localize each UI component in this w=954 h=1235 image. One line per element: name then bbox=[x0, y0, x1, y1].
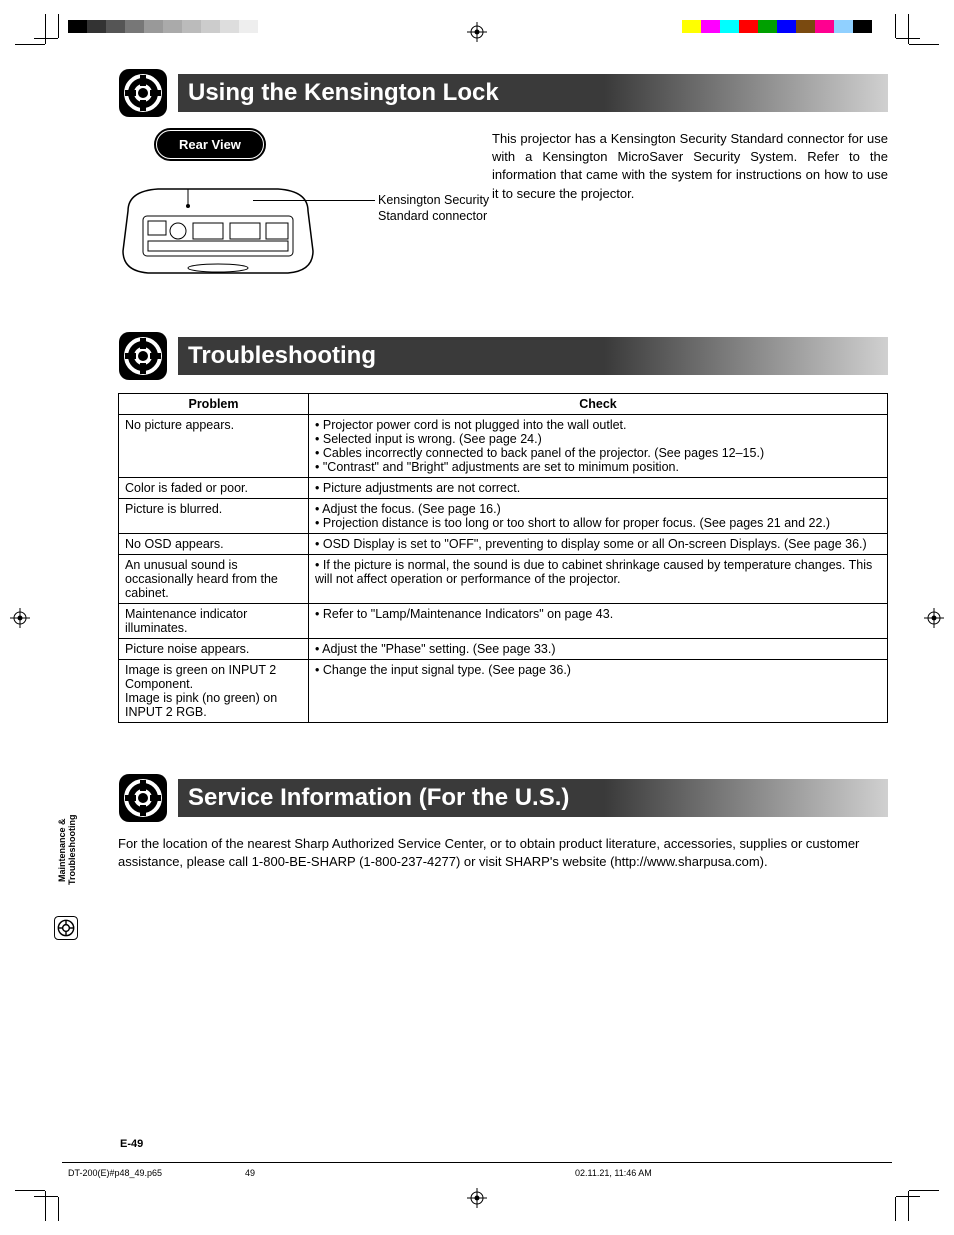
lifesaver-icon bbox=[118, 773, 168, 823]
table-row: Picture noise appears.Adjust the "Phase"… bbox=[119, 639, 888, 660]
problem-cell: No OSD appears. bbox=[119, 534, 309, 555]
registration-mark-icon bbox=[10, 608, 30, 633]
table-row: Picture is blurred.Adjust the focus. (Se… bbox=[119, 499, 888, 534]
footer-rule bbox=[62, 1162, 892, 1163]
service-description: For the location of the nearest Sharp Au… bbox=[118, 835, 888, 871]
lifesaver-icon bbox=[54, 916, 78, 940]
kensington-description: This projector has a Kensington Security… bbox=[492, 130, 888, 281]
registration-mark-icon bbox=[467, 1188, 487, 1213]
footer-sheet: 49 bbox=[245, 1168, 255, 1178]
color-bars-grayscale bbox=[68, 20, 258, 33]
footer-timestamp: 02.11.21, 11:46 AM bbox=[575, 1168, 652, 1178]
check-cell: Refer to "Lamp/Maintenance Indicators" o… bbox=[309, 604, 888, 639]
col-header-check: Check bbox=[309, 394, 888, 415]
page-content: Using the Kensington Lock Rear View Kens… bbox=[68, 68, 888, 871]
color-bars-cmyk bbox=[682, 20, 872, 33]
check-cell: If the picture is normal, the sound is d… bbox=[309, 555, 888, 604]
registration-mark-icon bbox=[467, 22, 487, 42]
col-header-problem: Problem bbox=[119, 394, 309, 415]
problem-cell: Image is green on INPUT 2 Component. Ima… bbox=[119, 660, 309, 723]
problem-cell: An unusual sound is occasionally heard f… bbox=[119, 555, 309, 604]
check-cell: OSD Display is set to "OFF", preventing … bbox=[309, 534, 888, 555]
table-row: Maintenance indicator illuminates.Refer … bbox=[119, 604, 888, 639]
projector-rear-diagram bbox=[118, 181, 318, 281]
troubleshooting-table: Problem Check No picture appears.Project… bbox=[118, 393, 888, 723]
table-row: No picture appears.Projector power cord … bbox=[119, 415, 888, 478]
check-cell: Adjust the "Phase" setting. (See page 33… bbox=[309, 639, 888, 660]
problem-cell: Color is faded or poor. bbox=[119, 478, 309, 499]
check-cell: Projector power cord is not plugged into… bbox=[309, 415, 888, 478]
page-number: E-49 bbox=[120, 1138, 143, 1150]
connector-callout-label: Kensington Security Standard connector bbox=[378, 192, 498, 225]
problem-cell: Maintenance indicator illuminates. bbox=[119, 604, 309, 639]
print-registration-top bbox=[0, 14, 954, 44]
problem-cell: No picture appears. bbox=[119, 415, 309, 478]
registration-mark-icon bbox=[924, 608, 944, 633]
problem-cell: Picture is blurred. bbox=[119, 499, 309, 534]
check-cell: Change the input signal type. (See page … bbox=[309, 660, 888, 723]
table-row: No OSD appears.OSD Display is set to "OF… bbox=[119, 534, 888, 555]
section-title-kensington: Using the Kensington Lock bbox=[178, 74, 888, 112]
section-title-service: Service Information (For the U.S.) bbox=[178, 779, 888, 817]
problem-cell: Picture noise appears. bbox=[119, 639, 309, 660]
lifesaver-icon bbox=[118, 68, 168, 118]
rear-view-label: Rear View bbox=[156, 130, 264, 159]
table-row: Image is green on INPUT 2 Component. Ima… bbox=[119, 660, 888, 723]
check-cell: Picture adjustments are not correct. bbox=[309, 478, 888, 499]
table-row: An unusual sound is occasionally heard f… bbox=[119, 555, 888, 604]
footer-filename: DT-200(E)#p48_49.p65 bbox=[68, 1168, 162, 1178]
lifesaver-icon bbox=[118, 331, 168, 381]
check-cell: Adjust the focus. (See page 16.)Projecti… bbox=[309, 499, 888, 534]
table-row: Color is faded or poor.Picture adjustmen… bbox=[119, 478, 888, 499]
section-title-troubleshooting: Troubleshooting bbox=[178, 337, 888, 375]
print-registration-bottom bbox=[0, 1191, 954, 1221]
